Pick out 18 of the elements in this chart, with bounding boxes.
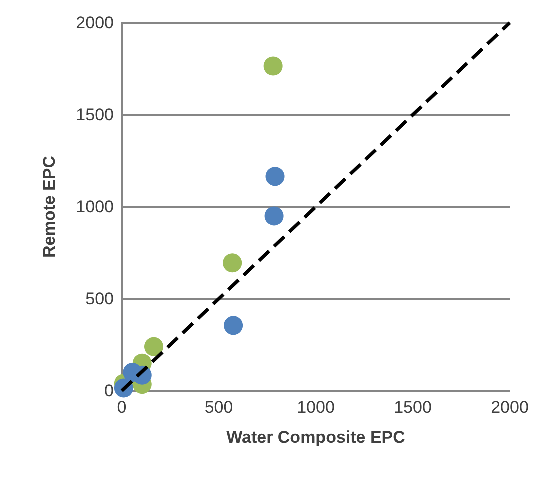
y-axis-title: Remote EPC	[40, 156, 59, 258]
x-tick-label: 0	[117, 398, 127, 417]
x-tick-label: 500	[204, 398, 234, 417]
point	[264, 56, 283, 76]
y-tick-label: 0	[104, 382, 114, 400]
point	[224, 316, 244, 336]
x-axis-title: Water Composite EPC	[226, 428, 406, 447]
point	[144, 337, 164, 356]
point	[266, 167, 285, 186]
y-tick-label: 1500	[76, 106, 114, 124]
x-tick-label: 1500	[394, 398, 432, 417]
y-tick-label: 2000	[76, 14, 114, 32]
x-tick-label: 1000	[297, 398, 335, 417]
point	[223, 254, 242, 273]
y-tick-label: 1000	[76, 198, 114, 216]
point	[264, 206, 284, 226]
x-tick-label: 2000	[491, 398, 529, 417]
y-tick-label: 500	[86, 290, 114, 308]
